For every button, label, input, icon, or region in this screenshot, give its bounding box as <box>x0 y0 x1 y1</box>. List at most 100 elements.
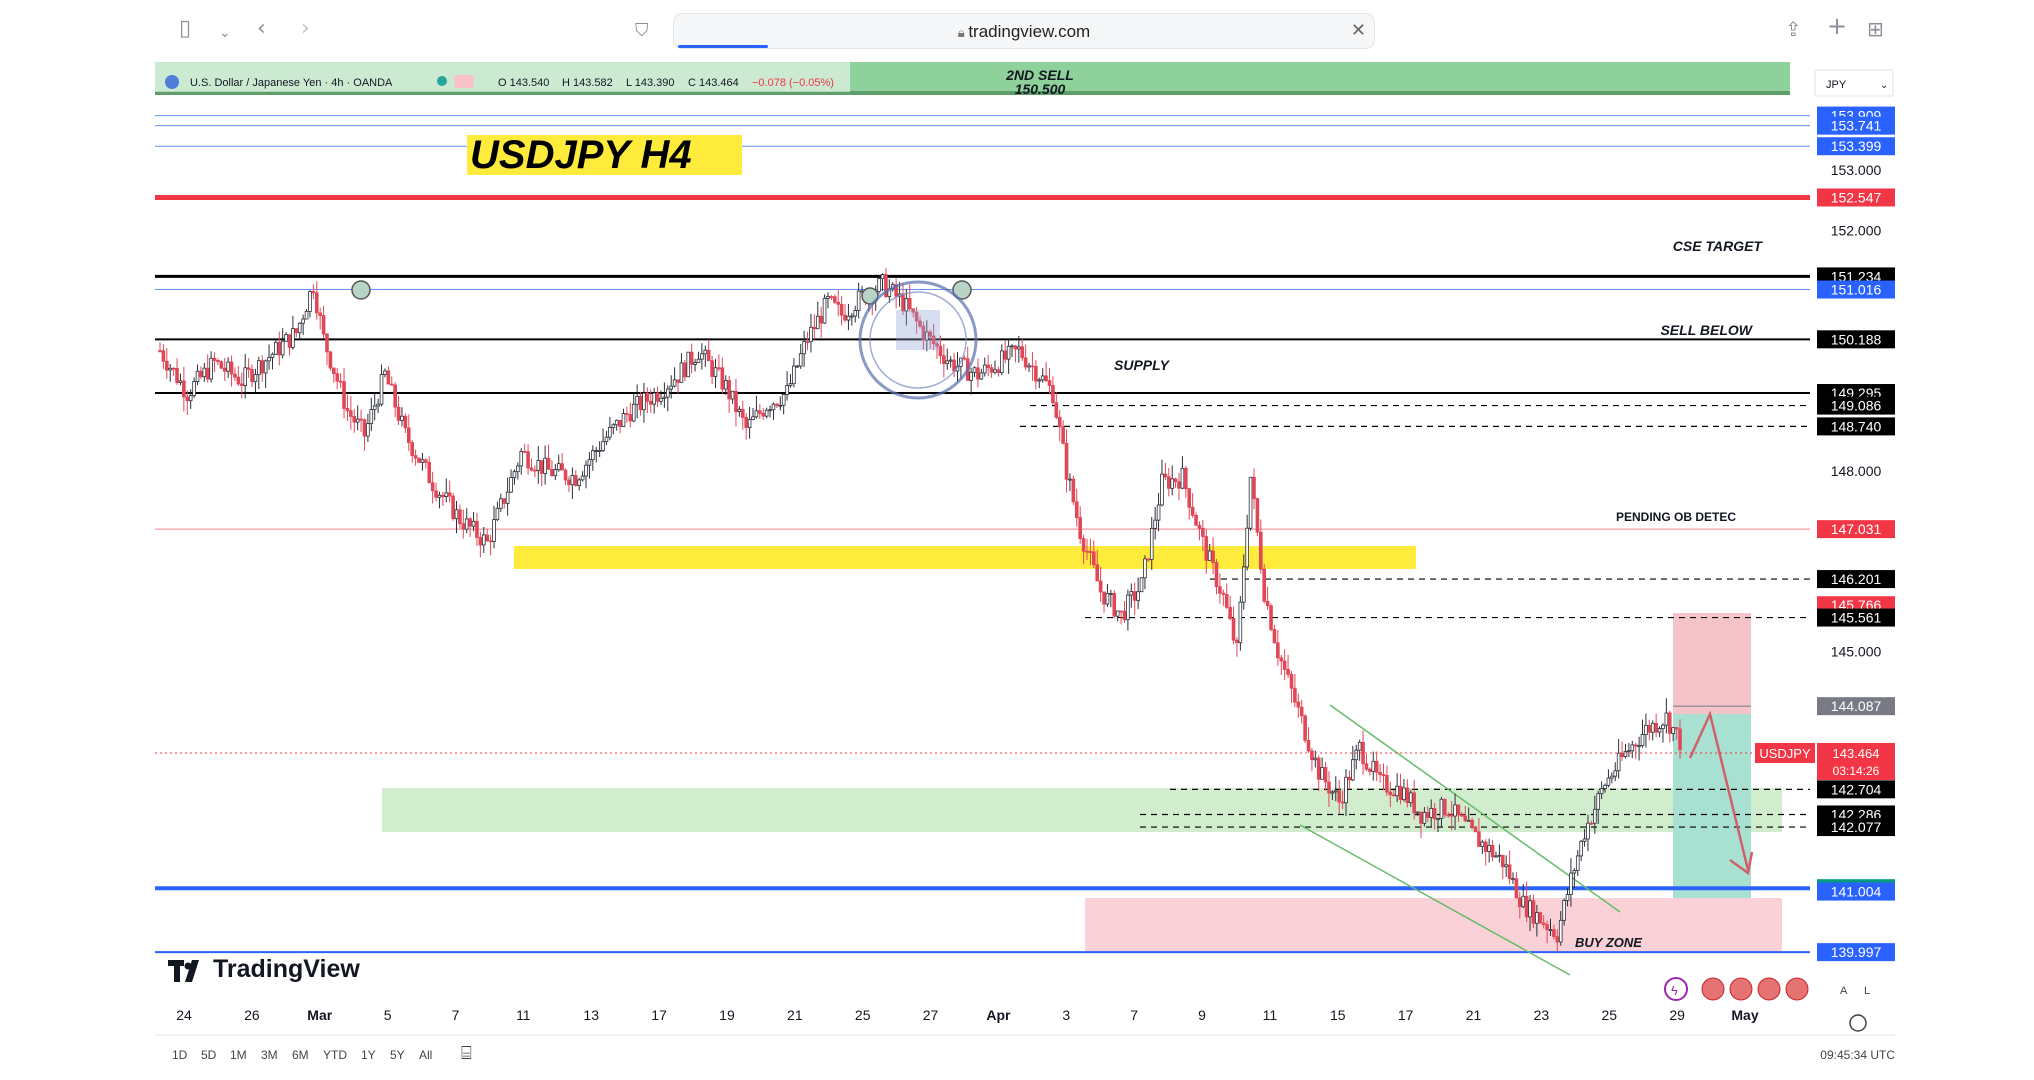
candle-body <box>461 523 466 530</box>
address-bar[interactable]: 🔒︎ tradingview.com ✕ <box>673 13 1375 49</box>
range-6m[interactable]: 6M <box>292 1048 309 1062</box>
range-5d[interactable]: 5D <box>201 1048 217 1062</box>
price-label-box <box>1817 137 1895 156</box>
price-label-text: 149.086 <box>1831 398 1882 414</box>
candle-body <box>1674 727 1679 730</box>
goto-date-icon[interactable]: ⌸ <box>461 1043 472 1063</box>
price-label-text: 151.016 <box>1831 282 1882 298</box>
plus-icon[interactable]: + <box>1827 12 1848 40</box>
settings-gear-icon[interactable] <box>1849 1014 1867 1032</box>
candle-body <box>1599 788 1604 795</box>
tabs-grid-icon[interactable]: ⊞ <box>1867 17 1884 41</box>
candle-body <box>1446 814 1451 817</box>
title-highlight <box>467 135 742 175</box>
candle-body <box>1149 527 1154 560</box>
candle-body <box>335 373 340 382</box>
time-tick-label: 24 <box>176 1007 192 1023</box>
candle-body <box>754 410 759 418</box>
candle-body <box>1320 767 1324 780</box>
candle-body <box>304 310 309 320</box>
candle-body <box>1071 478 1076 503</box>
candle-body <box>1592 808 1597 824</box>
event-flag-icon-4[interactable] <box>1785 977 1809 1001</box>
share-icon[interactable]: ⇪ <box>1785 17 1802 41</box>
candle-body <box>1160 473 1164 506</box>
bar-status-icon <box>454 75 474 88</box>
range-1m[interactable]: 1M <box>230 1048 247 1062</box>
time-tick-label: 27 <box>923 1007 939 1023</box>
time-tick-label: 11 <box>1263 1007 1278 1023</box>
candle-body <box>1218 586 1222 594</box>
candle-body <box>696 358 701 364</box>
candle-body <box>1378 771 1382 776</box>
candle-body <box>1184 467 1188 490</box>
candles <box>158 268 1682 952</box>
chart-title: USDJPY H4 <box>470 133 692 177</box>
candle-body <box>935 343 939 347</box>
range-5y[interactable]: 5Y <box>390 1048 405 1062</box>
time-tick-label: 29 <box>1669 1007 1685 1023</box>
candle-body <box>526 451 530 469</box>
utc-clock[interactable]: 09:45:34 UTC <box>1820 1048 1895 1062</box>
candle-body <box>560 463 564 471</box>
candle-body <box>662 396 667 399</box>
candle-body <box>1333 790 1338 793</box>
candle-body <box>618 419 622 427</box>
event-flag-icon-1[interactable] <box>1701 977 1725 1001</box>
auto-scale-button[interactable]: A <box>1840 985 1848 997</box>
candle-body <box>979 372 984 380</box>
candle-body <box>314 292 319 314</box>
forward-icon[interactable]: › <box>301 16 310 41</box>
price-axis[interactable]: 153.000 152.000 148.000 145.000 <box>1831 162 1882 659</box>
candle-body <box>287 334 292 348</box>
candle-body <box>1548 929 1553 932</box>
candle-body <box>1368 768 1372 772</box>
candle-body <box>969 371 973 381</box>
range-ytd[interactable]: YTD <box>323 1048 347 1062</box>
chevron-down-icon[interactable]: ⌄ <box>219 25 231 41</box>
range-1d[interactable]: 1D <box>172 1048 188 1062</box>
candle-body <box>424 459 428 463</box>
candle-body <box>1293 687 1297 703</box>
legend-symbol[interactable]: U.S. Dollar / Japanese Yen · 4h · OANDA <box>190 77 393 89</box>
candle-body <box>1497 854 1502 857</box>
candle-body <box>894 284 898 297</box>
candle-body <box>379 373 384 405</box>
candle-body <box>1316 757 1321 780</box>
close-icon[interactable]: ✕ <box>1350 20 1366 40</box>
candle-body <box>301 318 305 324</box>
price-label-text: 152.547 <box>1831 189 1882 205</box>
price-label-box <box>1817 520 1895 539</box>
candle-body <box>236 376 241 385</box>
candle-body <box>311 291 316 294</box>
range-all[interactable]: All <box>419 1048 433 1062</box>
range-1y[interactable]: 1Y <box>361 1048 376 1062</box>
candle-body <box>880 274 885 280</box>
back-icon[interactable]: ‹ <box>257 16 266 41</box>
candle-body <box>676 379 680 383</box>
time-tick-label: 5 <box>384 1007 392 1023</box>
candle-body <box>648 400 653 405</box>
candle-body <box>1129 591 1134 596</box>
event-flag-icon-2[interactable] <box>1729 977 1753 1001</box>
candle-body <box>1388 791 1393 796</box>
candle-body <box>1460 814 1464 817</box>
candle-body <box>608 427 612 438</box>
sidebar-icon[interactable]: ▯ <box>179 16 192 41</box>
log-scale-button[interactable]: L <box>1864 985 1870 997</box>
currency-selector[interactable] <box>1814 69 1894 97</box>
candle-body <box>1081 538 1086 552</box>
candle-body <box>345 408 350 412</box>
range-3m[interactable]: 3M <box>261 1048 278 1062</box>
candle-body <box>1344 776 1348 804</box>
candle-body <box>297 322 302 334</box>
top-marker-1 <box>351 280 371 300</box>
candle-body <box>1385 775 1389 793</box>
candle-body <box>1170 478 1174 489</box>
lightning-icon[interactable] <box>1664 977 1688 1001</box>
candle-body <box>499 498 503 509</box>
time-axis[interactable]: 24 26 Mar 5 7 11 13 17 19 21 25 27 Apr 3 7 9 11 15 17 21 23 2… <box>176 1007 1759 1023</box>
candle-body <box>168 367 173 371</box>
event-flag-icon-3[interactable] <box>1757 977 1781 1001</box>
